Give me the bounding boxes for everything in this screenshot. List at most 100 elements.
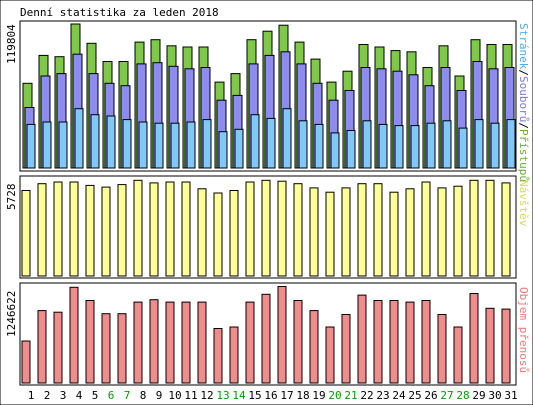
volume-bar: [309, 310, 319, 384]
visits-bar: [37, 183, 47, 277]
pages-bar: [234, 128, 244, 169]
visits-bar: [21, 190, 31, 277]
visits-bar: [149, 182, 159, 277]
panel-visits-bars: [21, 179, 511, 277]
volume-bar: [469, 293, 479, 384]
volume-bar: [229, 326, 239, 384]
volume-bar: [373, 300, 383, 384]
visits-bar: [405, 188, 415, 277]
day-label: 14: [232, 389, 246, 402]
panel-volume-legend: Objem přenosů: [517, 287, 530, 373]
pages-bar: [170, 122, 180, 169]
pages-bar: [218, 131, 228, 169]
volume-bar: [293, 300, 303, 384]
volume-bar: [149, 299, 159, 384]
day-label: 6: [108, 389, 115, 402]
panel-visits: 5728 Návštěv: [5, 175, 530, 279]
day-label: 28: [456, 389, 469, 402]
day-label: 20: [328, 389, 341, 402]
visits-bar: [421, 181, 431, 277]
pages-bar: [202, 119, 212, 169]
day-label: 23: [376, 389, 389, 402]
volume-bar: [165, 301, 175, 384]
volume-bar: [389, 300, 399, 384]
volume-bar: [325, 326, 335, 384]
volume-bar: [69, 286, 79, 384]
day-label: 8: [140, 389, 147, 402]
pages-bar: [362, 120, 372, 169]
volume-bar: [341, 314, 351, 384]
panel-volume-ymax: 1246622: [5, 291, 18, 337]
pages-bar: [410, 125, 420, 169]
legend-hits: Přístupů: [517, 129, 530, 182]
day-label: 10: [168, 389, 181, 402]
day-label: 18: [296, 389, 309, 402]
panel-volume-bars: [21, 286, 511, 384]
visits-bar: [341, 187, 351, 277]
volume-bar: [133, 301, 143, 384]
legend-sep-2: /: [517, 122, 530, 129]
visits-bar: [453, 185, 463, 277]
day-label: 12: [200, 389, 213, 402]
day-label: 26: [424, 389, 437, 402]
legend-pages: Stránek: [517, 23, 530, 70]
pages-bar: [266, 117, 276, 169]
day-label: 11: [184, 389, 197, 402]
volume-bar: [117, 313, 127, 384]
volume-bar: [53, 311, 63, 384]
day-label: 7: [124, 389, 131, 402]
pages-bar: [282, 108, 292, 169]
visits-bar: [213, 192, 223, 277]
visits-bar: [389, 191, 399, 277]
pages-bar: [490, 122, 500, 169]
volume-bar: [501, 308, 511, 384]
chart-title: Denní statistika za leden 2018: [20, 6, 219, 19]
visits-bar: [293, 183, 303, 277]
day-label: 17: [280, 389, 293, 402]
pages-bar: [426, 122, 436, 169]
visits-bar: [101, 186, 111, 277]
volume-bar: [277, 286, 287, 384]
visits-bar: [53, 181, 63, 277]
pages-bar: [74, 108, 84, 169]
visits-bar: [501, 182, 511, 277]
pages-bar: [154, 122, 164, 169]
legend-files: Souborů: [517, 76, 530, 122]
day-label: 21: [344, 389, 357, 402]
panel-visits-legend: Návštěv: [517, 180, 530, 227]
volume-bar: [181, 301, 191, 384]
volume-bar: [405, 301, 415, 384]
pages-bar: [394, 125, 404, 169]
panel-hits-bars: [22, 23, 516, 169]
day-label: 25: [408, 389, 421, 402]
pages-bar: [138, 121, 148, 169]
visits-bar: [309, 187, 319, 277]
volume-bar: [261, 293, 271, 384]
pages-bar: [186, 121, 196, 169]
day-label: 16: [264, 389, 277, 402]
day-label: 5: [92, 389, 99, 402]
panel-visits-ymax: 5728: [5, 184, 18, 211]
day-label: 19: [312, 389, 325, 402]
volume-bar: [37, 310, 47, 384]
volume-bar: [197, 301, 207, 384]
day-label: 29: [472, 389, 485, 402]
visits-bar: [469, 179, 479, 277]
pages-bar: [122, 119, 132, 169]
visits-bar: [69, 181, 79, 277]
pages-bar: [458, 127, 468, 169]
volume-bar: [245, 301, 255, 384]
pages-bar: [330, 132, 340, 169]
day-label: 27: [440, 389, 453, 402]
day-label: 22: [360, 389, 373, 402]
visits-bar: [373, 183, 383, 277]
pages-bar: [442, 120, 452, 169]
visits-bar: [325, 191, 335, 277]
visits-bar: [117, 184, 127, 277]
pages-bar: [314, 123, 324, 169]
visits-bar: [437, 187, 447, 277]
day-label: 1: [28, 389, 35, 402]
visits-bar: [165, 181, 175, 277]
visits-bar: [133, 179, 143, 277]
day-label: 13: [216, 389, 229, 402]
